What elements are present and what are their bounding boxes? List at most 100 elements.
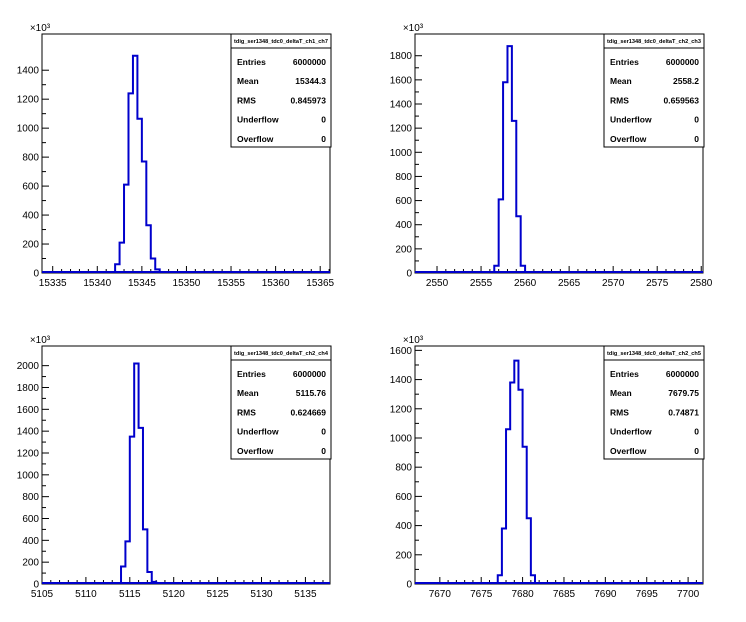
y-tick-label: 400 [22, 536, 39, 547]
y-tick-label: 0 [406, 269, 412, 280]
x-tick-label: 5135 [294, 589, 317, 600]
stats-value: 0 [321, 427, 326, 437]
y-tick-label: 200 [395, 550, 412, 561]
stats-label: RMS [237, 407, 256, 417]
histogram-title: tdig_ser1348_tdc0_deltaT_ch2_ch4 [234, 351, 329, 357]
histogram-outline [493, 45, 527, 273]
y-tick-label: 1000 [390, 433, 413, 444]
stats-box: tdig_ser1348_tdc0_deltaT_ch2_ch4 Entries 6… [230, 345, 332, 460]
y-tick-label: 400 [22, 211, 39, 222]
x-tick-label: 15355 [217, 278, 245, 289]
stats-value: 6000000 [293, 369, 326, 379]
y-tick-label: 1000 [390, 148, 413, 159]
histogram-panel-4: 0 200 400 600 800 1000 1200 1400 1600 7670 7675 768… [390, 335, 705, 600]
x-tick-label: 7680 [511, 589, 534, 600]
stats-value: 0 [321, 115, 326, 125]
y-tick-label: 1200 [390, 404, 413, 415]
stats-value: 0 [321, 134, 326, 144]
y-tick-label: 800 [395, 463, 412, 474]
x-tick-label: 5120 [163, 589, 186, 600]
y-tick-label: 800 [395, 172, 412, 183]
x-tick-label: 7700 [677, 589, 700, 600]
histogram-title: tdig_ser1348_tdc0_deltaT_ch2_ch3 [607, 39, 701, 45]
stats-box: tdig_ser1348_tdc0_deltaT_ch2_ch3 Entries 6… [603, 33, 705, 148]
y-multiplier-label: ×10³ [403, 335, 424, 346]
stats-box: tdig_ser1348_tdc0_deltaT_ch1_ch7 Entries 6… [230, 33, 332, 148]
x-tick-label: 15345 [128, 278, 156, 289]
y-tick-label: 1400 [390, 100, 413, 111]
y-multiplier-label: ×10³ [30, 335, 51, 346]
y-tick-label: 1400 [17, 427, 40, 438]
x-tick-label: 2565 [558, 278, 581, 289]
y-tick-label: 1800 [17, 383, 40, 394]
stats-label: Overflow [237, 134, 274, 144]
stats-label: Overflow [610, 134, 647, 144]
x-tick-label: 15340 [83, 278, 111, 289]
stats-value: 7679.75 [668, 388, 699, 398]
stats-value: 0.624669 [291, 407, 327, 417]
stats-label: Mean [237, 388, 259, 398]
x-tick-label: 5130 [250, 589, 273, 600]
stats-value: 0.659563 [664, 95, 700, 105]
histogram-panel-1: 0 200 400 600 800 1000 1200 1400 15335 15340 15345… [17, 23, 335, 289]
y-tick-label: 1800 [390, 51, 413, 62]
stats-value: 5115.76 [296, 388, 327, 398]
histogram-outline [120, 362, 158, 584]
stats-value: 0 [694, 115, 699, 125]
y-tick-label: 1400 [390, 375, 413, 386]
stats-box: tdig_ser1348_tdc0_deltaT_ch2_ch5 Entries 6… [603, 345, 705, 460]
stats-label: Underflow [610, 115, 652, 125]
y-tick-label: 1600 [390, 75, 413, 86]
stats-label: Entries [610, 57, 639, 67]
x-tick-label: 7685 [553, 589, 576, 600]
stats-label: RMS [610, 95, 629, 105]
stats-label: Entries [237, 57, 266, 67]
stats-value: 6000000 [293, 57, 326, 67]
stats-box-frame [230, 33, 332, 148]
y-tick-label: 600 [395, 492, 412, 503]
y-tick-label: 1600 [17, 405, 40, 416]
x-tick-label: 5110 [75, 589, 97, 600]
histogram-outline [496, 359, 536, 584]
y-tick-label: 0 [406, 580, 412, 591]
y-tick-label: 1200 [390, 124, 413, 135]
x-tick-label: 2560 [514, 278, 537, 289]
stats-value: 0 [321, 446, 326, 456]
stats-label: Entries [610, 369, 639, 379]
stats-label: Entries [237, 369, 266, 379]
y-tick-label: 400 [395, 220, 412, 231]
y-tick-label: 400 [395, 521, 412, 532]
x-tick-label: 7690 [594, 589, 617, 600]
stats-value: 0 [694, 134, 699, 144]
stats-value: 6000000 [666, 57, 699, 67]
stats-label: Mean [610, 388, 632, 398]
y-tick-label: 0 [33, 580, 39, 591]
histogram-bin [514, 361, 518, 584]
stats-value: 2558.2 [673, 76, 699, 86]
stats-box-frame [603, 345, 705, 460]
y-tick-label: 800 [22, 153, 39, 164]
stats-label: Underflow [237, 427, 279, 437]
x-tick-label: 2555 [470, 278, 493, 289]
stats-label: Mean [610, 76, 632, 86]
y-tick-label: 200 [22, 558, 39, 569]
y-tick-label: 200 [395, 244, 412, 255]
x-tick-label: 15360 [262, 278, 290, 289]
histogram-panel-3: 0 200 400 600 800 1000 1200 1400 1600 1800 2000 510… [17, 335, 332, 600]
y-tick-label: 1000 [17, 124, 40, 135]
x-tick-label: 5105 [31, 589, 54, 600]
stats-label: Overflow [610, 446, 647, 456]
stats-label: Underflow [610, 427, 652, 437]
y-tick-label: 1000 [17, 470, 40, 481]
y-tick-label: 600 [22, 514, 39, 525]
stats-value: 0 [694, 427, 699, 437]
stats-value: 0.74871 [668, 407, 699, 417]
x-tick-label: 7675 [470, 589, 493, 600]
x-tick-label: 2575 [646, 278, 669, 289]
stats-value: 0 [694, 446, 699, 456]
x-tick-label: 2580 [690, 278, 713, 289]
x-tick-label: 15350 [173, 278, 201, 289]
y-tick-label: 1200 [17, 448, 40, 459]
y-multiplier-label: ×10³ [403, 23, 424, 34]
stats-value: 15344.3 [295, 76, 326, 86]
